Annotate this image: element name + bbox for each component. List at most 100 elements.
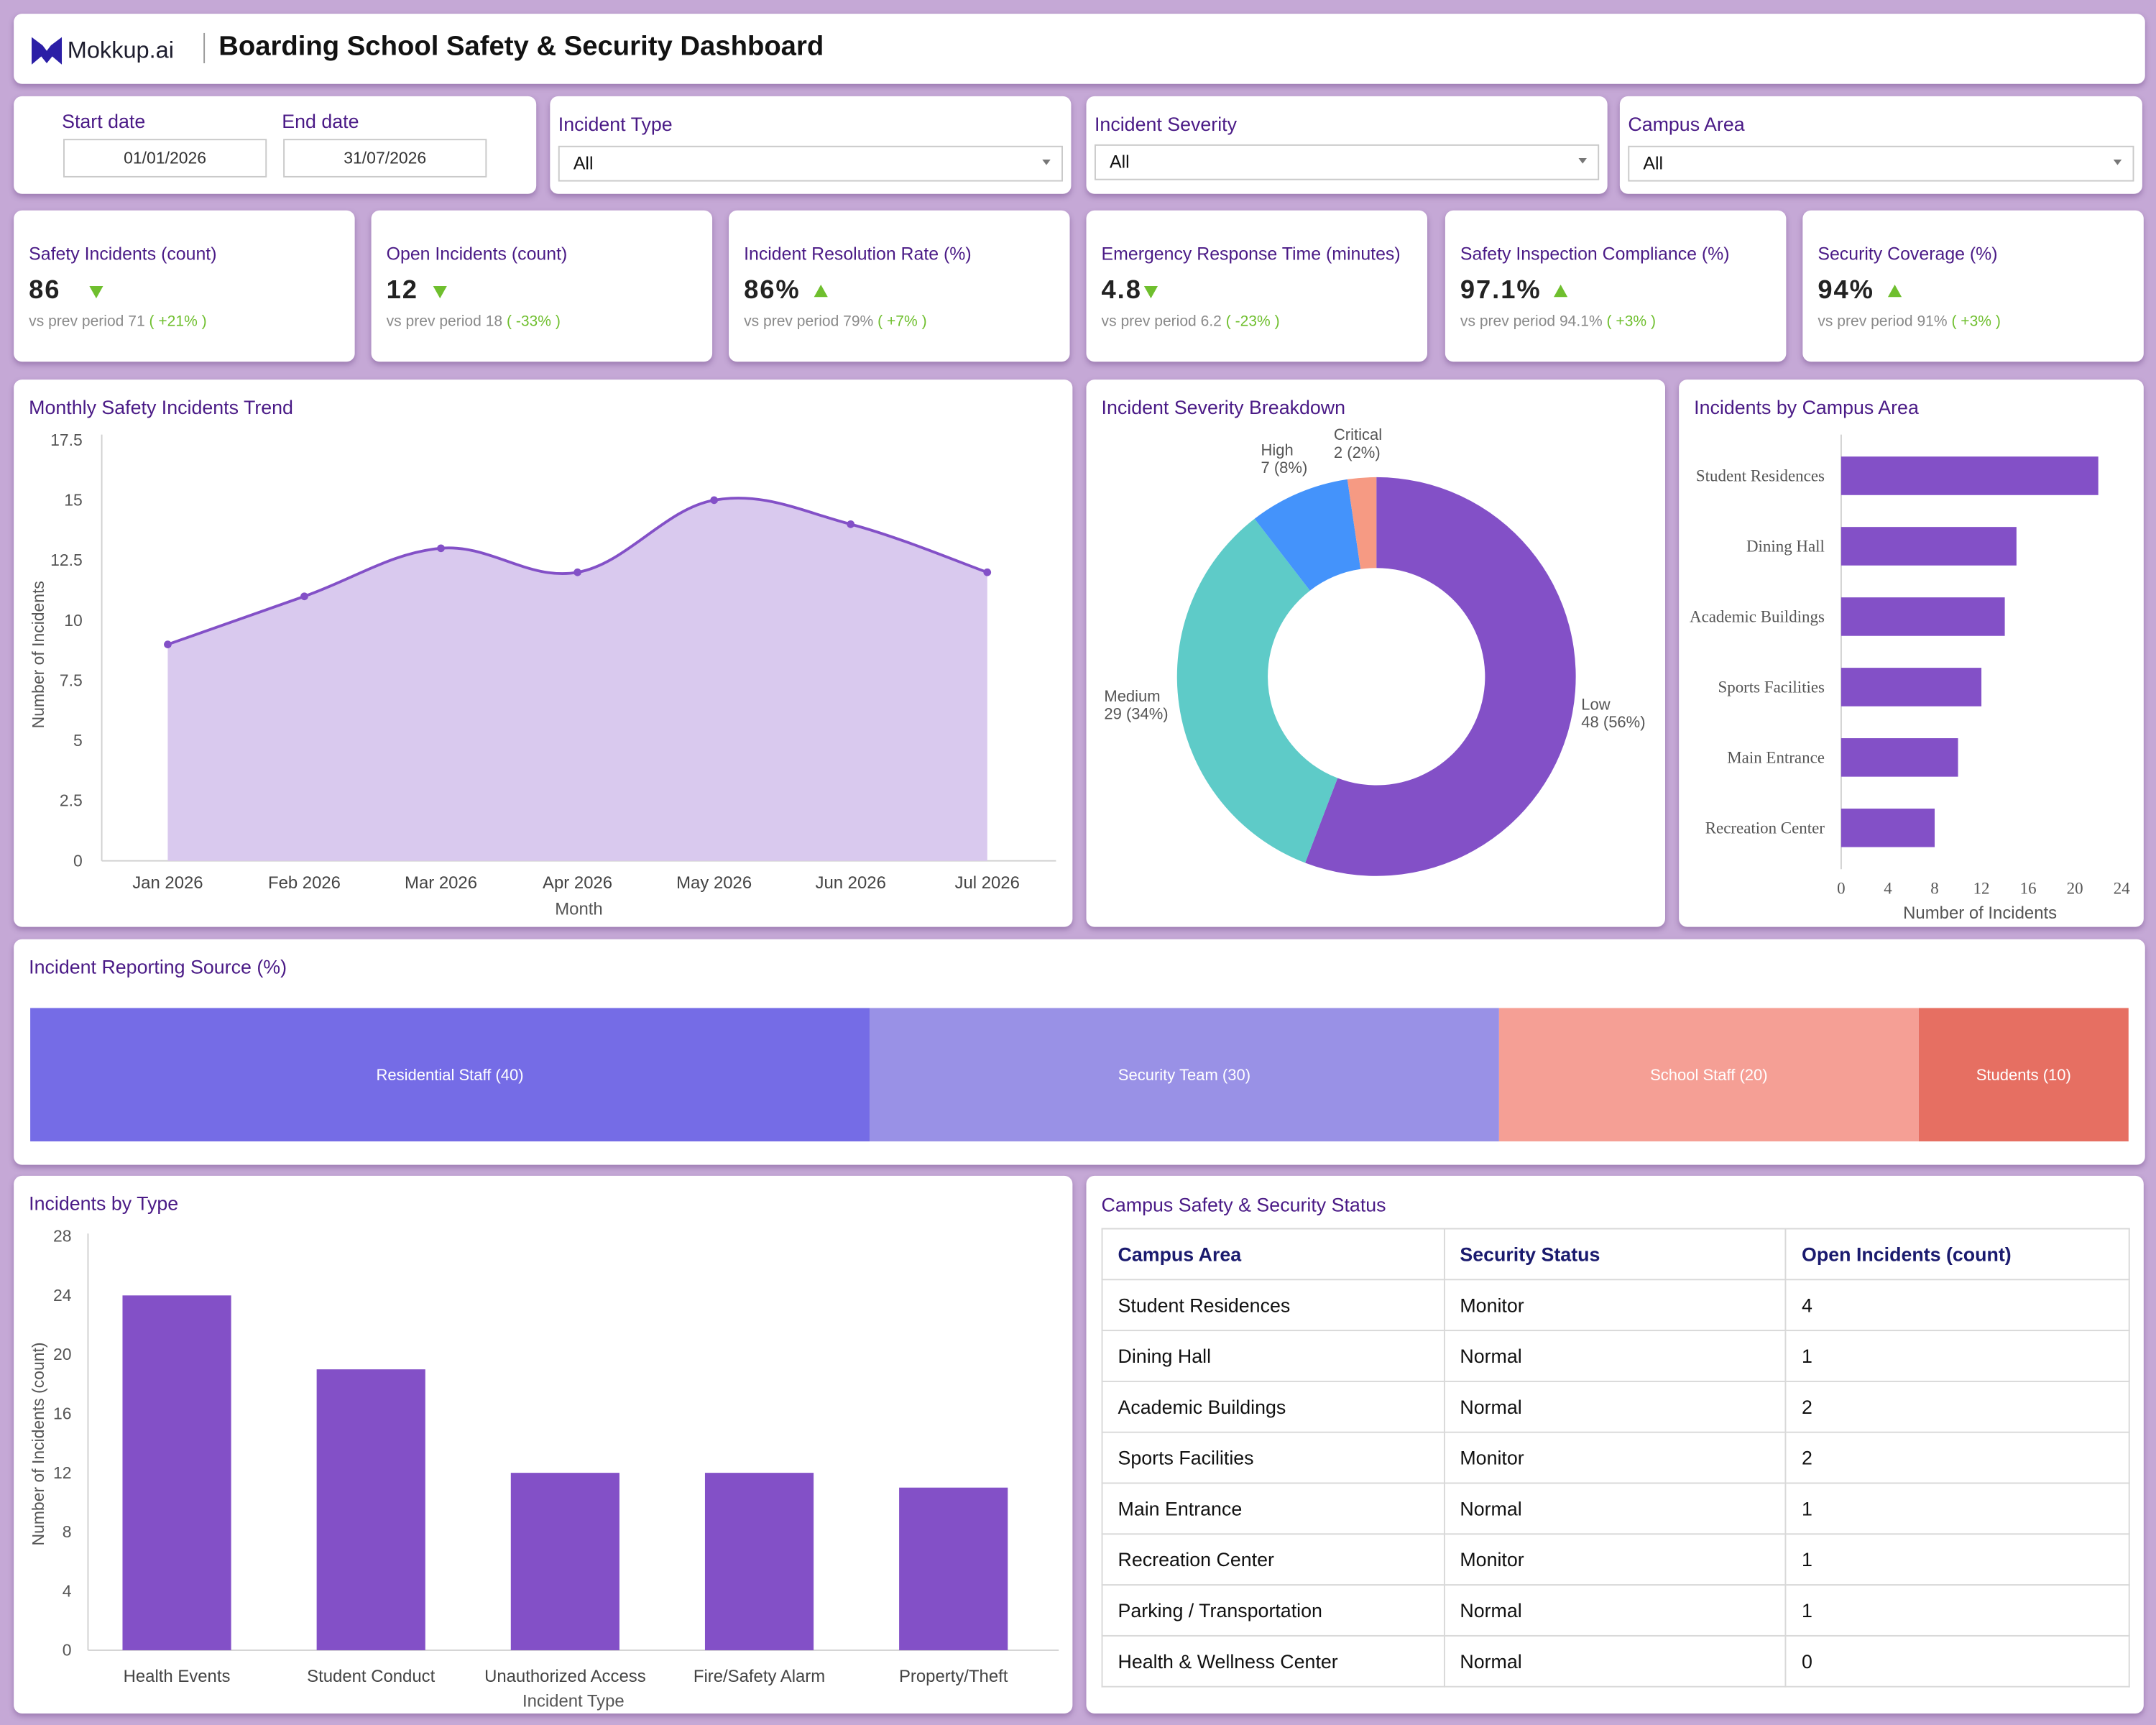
y-tick-label: 28 (53, 1227, 72, 1246)
slice-value-label: 29 (34%) (1104, 705, 1168, 723)
type-bar (704, 1473, 814, 1650)
incident-type-select[interactable]: All (558, 145, 1063, 182)
trend-down-icon (1143, 285, 1158, 299)
slice-value-label: 7 (8%) (1261, 459, 1307, 477)
table-cell: Student Residences (1101, 1279, 1445, 1332)
table-row: Recreation Center Monitor 1 (1101, 1533, 2130, 1586)
reporting-source-chart: Residential Staff (40) Security Team (30)… (30, 1008, 2129, 1142)
slice-name-label: Critical (1334, 426, 1382, 443)
severity-select[interactable]: All (1094, 144, 1600, 180)
table-cell: 0 (1785, 1634, 2130, 1688)
kpi-prev-label: vs prev period (744, 313, 839, 331)
category-label: Recreation Center (1705, 819, 1825, 837)
trend-point (710, 496, 718, 505)
incident-type-panel: Incidents by Type 0 4 8 12 16 20 24 28 Health Ev… (14, 1175, 1073, 1714)
page-title: Boarding School Safety & Security Dashbo… (218, 32, 824, 63)
x-tick-label: Jun 2026 (816, 873, 886, 893)
x-tick-label: Mar 2026 (405, 873, 477, 893)
type-bar (510, 1473, 619, 1650)
kpi-change: ( +21% ) (149, 313, 207, 331)
trend-down-icon (89, 285, 103, 299)
kpi-card: Incident Resolution Rate (%) 86% vs prev p… (729, 210, 1070, 362)
kpi-comparison: vs prev period 94.1% ( +3% ) (1460, 313, 1656, 330)
y-tick-label: 4 (63, 1581, 72, 1600)
table-row: Main Entrance Normal 1 (1101, 1482, 2130, 1535)
table-cell: Normal (1443, 1330, 1787, 1382)
chevron-down-icon (2113, 159, 2122, 165)
kpi-value: 86% (744, 276, 801, 305)
kpi-card: Safety Incidents (count) 86 vs prev period… (14, 210, 355, 362)
y-axis-title: Number of Incidents (count) (29, 1342, 47, 1545)
y-tick-label: 0 (73, 851, 83, 870)
table-cell: Health & Wellness Center (1101, 1634, 1445, 1688)
kpi-prev-value: 6.2 (1200, 313, 1222, 331)
category-label: Main Entrance (1727, 748, 1825, 766)
kpi-value: 86 (29, 276, 61, 305)
date-filter-card: Start date End date 01/01/2026 31/07/202… (14, 96, 537, 194)
x-axis-title: Number of Incidents (1903, 903, 2057, 923)
kpi-prev-value: 91% (1917, 313, 1948, 331)
segment-label: Security Team (30) (1118, 1066, 1250, 1084)
trend-point (437, 544, 445, 553)
table-cell: Recreation Center (1101, 1533, 1445, 1586)
kpi-title: Incident Resolution Rate (%) (744, 243, 972, 264)
table-cell: 1 (1785, 1533, 2130, 1586)
campus-bar (1841, 456, 2099, 495)
donut-slice-low (1305, 477, 1576, 876)
trend-up-icon (1554, 285, 1568, 298)
incident-type-filter-card: Incident Type All (550, 96, 1072, 194)
incident-type-value: All (573, 152, 594, 174)
trend-point (847, 520, 855, 528)
trend-down-icon (433, 285, 447, 299)
source-segment (1498, 1008, 1919, 1142)
x-axis-title: Incident Type (522, 1691, 625, 1711)
table-cell: Normal (1443, 1380, 1787, 1433)
x-tick-label: Jan 2026 (132, 873, 203, 893)
x-tick-label: Student Conduct (307, 1667, 435, 1686)
incident-type-label: Incident Type (558, 112, 673, 135)
kpi-card: Safety Inspection Compliance (%) 97.1% vs … (1445, 210, 1787, 362)
source-segment (1918, 1008, 2129, 1142)
slice-value-label: 48 (56%) (1581, 713, 1645, 731)
kpi-card: Emergency Response Time (minutes) 4.8 vs p… (1086, 210, 1428, 362)
kpi-change: ( -23% ) (1225, 313, 1280, 331)
table-cell: Monitor (1443, 1279, 1787, 1332)
end-date-input[interactable]: 31/07/2026 (283, 139, 487, 178)
kpi-change: ( +7% ) (877, 313, 927, 331)
y-tick-label: 2.5 (60, 791, 83, 810)
x-tick-label: 24 (2114, 880, 2130, 898)
kpi-prev-value: 18 (485, 313, 503, 331)
kpi-prev-label: vs prev period (29, 313, 124, 331)
table-header-row: Campus Area Security Status Open Incidents… (1101, 1228, 2130, 1281)
kpi-comparison: vs prev period 79% ( +7% ) (744, 313, 926, 330)
incident-type-title: Incidents by Type (29, 1192, 179, 1215)
table-cell: Normal (1443, 1482, 1787, 1535)
monthly-trend-chart: 0 2.5 5 7.5 10 12.5 15 17.5 Jan 2026 Feb 2026 Mar … (29, 431, 1056, 919)
kpi-card: Security Coverage (%) 94% vs prev period 9… (1802, 210, 2144, 362)
kpi-prev-label: vs prev period (1101, 313, 1197, 331)
campus-filter-card: Campus Area All (1619, 96, 2142, 194)
y-tick-label: 7.5 (60, 671, 83, 689)
campus-area-panel: Incidents by Campus Area Student Residen… (1679, 380, 2144, 927)
y-tick-label: 12 (53, 1463, 72, 1482)
table-cell: Normal (1443, 1634, 1787, 1688)
start-date-input[interactable]: 01/01/2026 (63, 139, 267, 178)
header-divider (203, 32, 206, 64)
trend-point (983, 568, 992, 576)
kpi-title: Safety Inspection Compliance (%) (1460, 243, 1730, 264)
severity-label: Incident Severity (1094, 112, 1238, 135)
segment-label: Students (10) (1976, 1066, 2071, 1084)
severity-title: Incident Severity Breakdown (1101, 396, 1346, 418)
source-segment (869, 1008, 1499, 1142)
kpi-card: Open Incidents (count) 12 vs prev period 1… (371, 210, 713, 362)
trend-area (167, 497, 987, 861)
x-tick-label: 4 (1884, 880, 1892, 898)
table-row: Student Residences Monitor 4 (1101, 1279, 2130, 1332)
x-tick-label: Feb 2026 (268, 873, 341, 893)
table-cell: 2 (1785, 1431, 2130, 1484)
trend-up-icon (814, 285, 828, 298)
table-cell: Parking / Transportation (1101, 1584, 1445, 1637)
x-tick-label: Property/Theft (899, 1667, 1008, 1686)
campus-select[interactable]: All (1628, 145, 2134, 182)
